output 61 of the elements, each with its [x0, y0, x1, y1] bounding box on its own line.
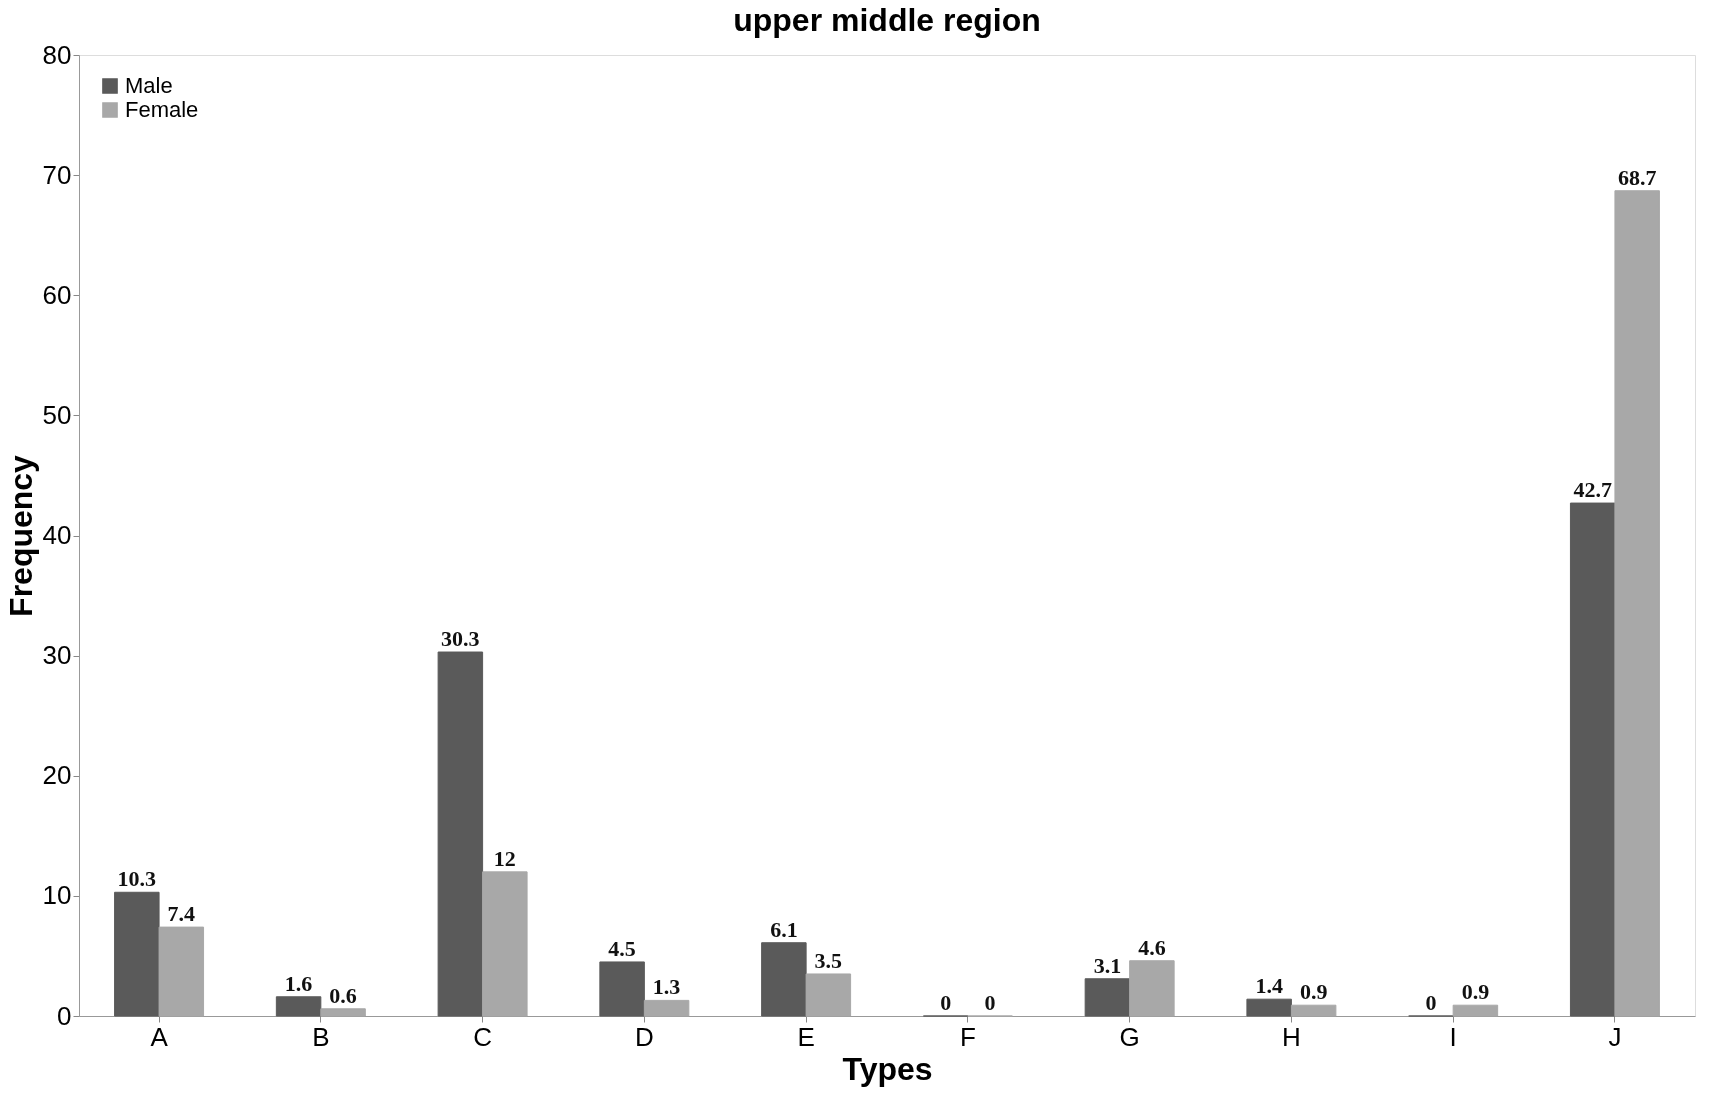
y-tick-label: 50 — [42, 399, 72, 430]
data-label: 12 — [493, 845, 516, 871]
bar — [805, 973, 852, 1017]
x-tick-label: C — [473, 1021, 492, 1052]
bar — [761, 942, 807, 1017]
data-label: 0 — [1425, 990, 1437, 1015]
bar — [158, 926, 205, 1017]
data-label: 3.5 — [814, 947, 843, 973]
y-tick-label: 60 — [42, 279, 72, 310]
data-label: 0.6 — [329, 982, 357, 1008]
data-label: 0.9 — [1299, 979, 1328, 1005]
data-label: 0.9 — [1461, 979, 1490, 1005]
chart-title: upper middle region — [733, 2, 1041, 38]
bar — [114, 891, 160, 1017]
y-tick-label: 80 — [42, 39, 72, 70]
bar — [1084, 978, 1131, 1017]
x-tick-label: B — [312, 1021, 330, 1052]
x-axis-title: Types — [842, 1050, 933, 1087]
bar — [1246, 998, 1292, 1017]
data-label: 4.6 — [1138, 934, 1166, 960]
bar — [437, 651, 484, 1017]
x-tick-label: F — [959, 1021, 976, 1052]
bar — [320, 1008, 366, 1017]
data-label: 1.4 — [1255, 973, 1283, 999]
y-tick-label: 30 — [42, 640, 72, 671]
x-tick-label: D — [634, 1021, 654, 1052]
bar — [599, 961, 645, 1017]
data-label: 42.7 — [1573, 477, 1612, 503]
y-tick-label: 0 — [57, 1000, 72, 1031]
data-label: 10.3 — [117, 866, 157, 892]
y-tick-label: 20 — [42, 760, 72, 791]
x-tick-label: H — [1282, 1021, 1301, 1052]
data-label: 4.5 — [608, 935, 636, 961]
data-label: 68.7 — [1617, 164, 1657, 190]
data-label: 1.6 — [284, 970, 313, 996]
data-label: 0 — [940, 990, 952, 1015]
data-label: 3.1 — [1093, 952, 1122, 978]
data-label: 1.3 — [652, 974, 681, 1000]
bar — [1452, 1004, 1499, 1017]
data-label: 6.1 — [770, 916, 798, 942]
data-label: 30.3 — [441, 626, 480, 652]
bar — [643, 999, 690, 1017]
data-label: 0 — [984, 990, 996, 1015]
bar — [1290, 1004, 1337, 1017]
y-tick-label: 70 — [42, 159, 72, 190]
legend-label: Female — [125, 97, 199, 122]
bar — [482, 871, 528, 1017]
x-tick-label: I — [1449, 1021, 1457, 1052]
x-tick-label: A — [150, 1021, 169, 1052]
bar — [1569, 502, 1616, 1017]
data-label: 7.4 — [167, 901, 196, 927]
x-tick-label: E — [797, 1021, 815, 1052]
bar — [1129, 960, 1175, 1017]
legend-label: Male — [125, 73, 173, 98]
y-axis-title: Frequency — [2, 454, 39, 617]
bar — [1614, 190, 1660, 1017]
y-tick-label: 40 — [42, 520, 72, 550]
x-tick-label: G — [1119, 1021, 1140, 1052]
bar — [275, 996, 322, 1017]
x-tick-label: J — [1608, 1021, 1622, 1052]
y-tick-label: 10 — [42, 880, 72, 911]
